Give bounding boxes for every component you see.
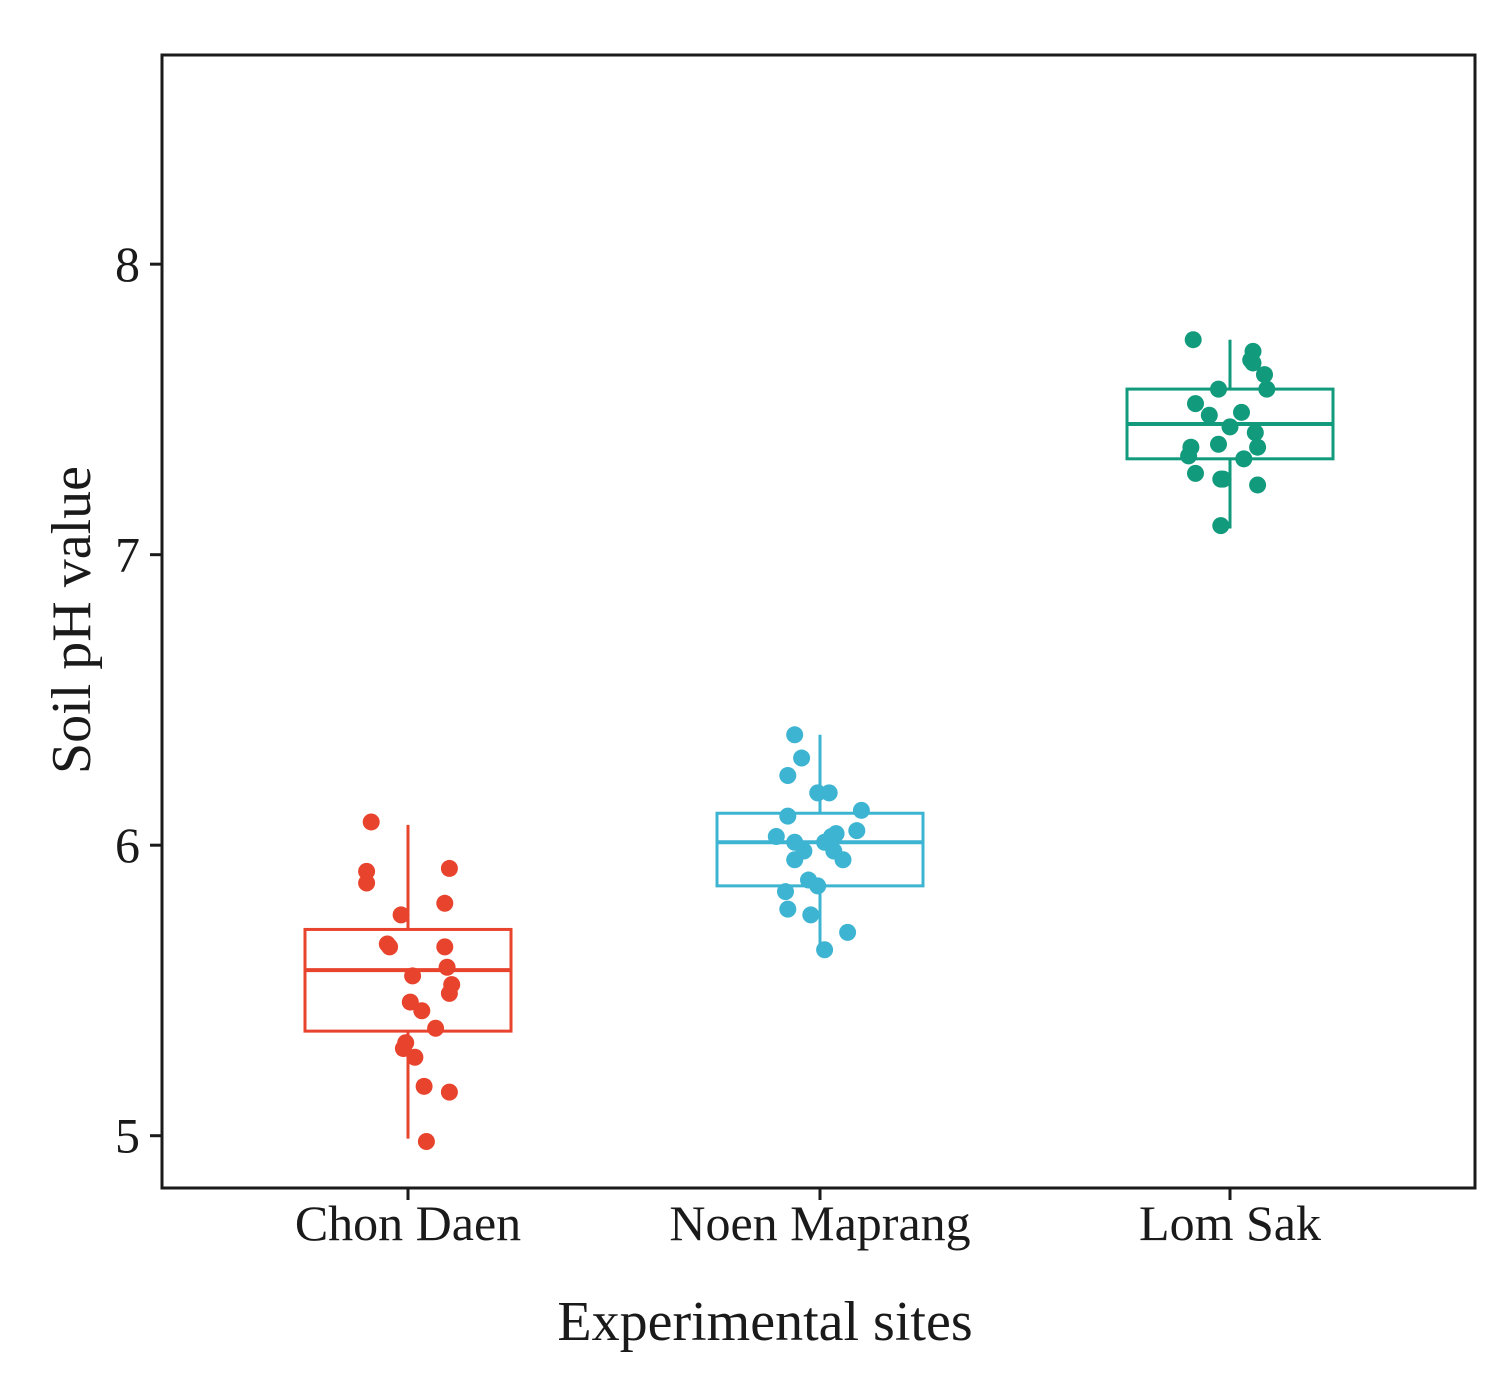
points-layer [358,331,1276,1151]
data-point [1249,476,1267,494]
data-point [786,851,804,869]
y-tick-label: 5 [115,1108,140,1164]
data-point [1256,366,1273,384]
data-point [358,874,376,892]
data-point [406,1048,424,1066]
data-point [415,1077,433,1095]
data-point [1187,464,1204,482]
data-point [1246,424,1264,442]
data-point [1235,450,1253,468]
data-point [436,894,454,912]
x-tick-label: Lom Sak [1139,1195,1321,1251]
data-point [1221,418,1239,436]
data-point [1210,435,1227,453]
data-point [839,923,857,941]
data-point [440,859,458,877]
x-axis: Chon Daen Noen Maprang Lom Sak [295,1188,1321,1251]
y-axis: 5 6 7 8 [115,236,162,1164]
data-point [440,1083,458,1101]
data-point [438,958,456,976]
x-tick-label: Chon Daen [295,1195,521,1251]
data-point [777,883,794,901]
iqr-box [303,927,513,1033]
data-point [381,938,399,956]
data-point [1249,438,1267,456]
data-point [802,906,820,924]
data-point [440,984,458,1002]
data-point [820,784,838,802]
y-tick-label: 7 [115,527,140,583]
data-point [413,1002,431,1020]
data-point [779,900,797,918]
data-point [1233,403,1250,421]
y-tick-label: 6 [115,817,140,873]
data-point [809,877,827,895]
data-point [816,941,834,959]
data-point [779,807,797,825]
data-point [1187,395,1204,413]
y-tick-label: 8 [115,236,140,292]
data-point [392,906,410,924]
data-point [1184,331,1202,349]
data-point [852,801,870,819]
data-point [358,862,376,880]
data-point [436,938,454,956]
data-point [767,827,785,845]
data-point [779,766,797,784]
data-point [1244,354,1262,372]
data-point [848,822,866,840]
data-point [1212,517,1230,535]
data-point [401,993,419,1011]
data-point [362,813,380,831]
data-point [834,851,852,869]
data-point [427,1019,445,1037]
data-point [786,726,804,744]
data-point [1258,380,1276,398]
data-point [1210,380,1227,398]
x-tick-label: Noen Maprang [669,1195,970,1251]
data-point [1200,406,1218,424]
x-axis-title: Experimental sites [557,1291,972,1353]
y-axis-title: Soil pH value [41,466,103,774]
data-point [417,1133,435,1151]
data-point [1212,470,1230,488]
data-point [404,967,422,985]
data-point [394,1040,412,1058]
data-point [793,749,811,767]
data-point [1180,447,1198,465]
